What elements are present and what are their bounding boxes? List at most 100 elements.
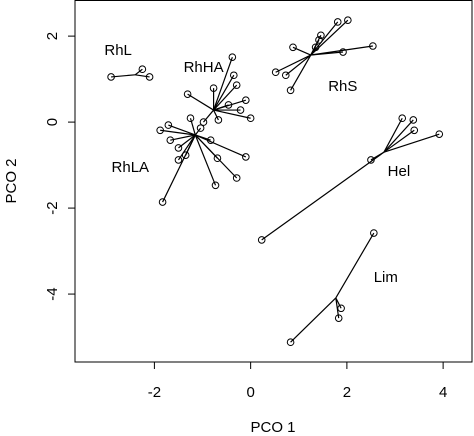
spoke	[160, 129, 196, 136]
point	[242, 96, 250, 104]
point	[181, 151, 190, 160]
spoke	[177, 134, 196, 161]
spoke	[213, 74, 235, 111]
point	[209, 84, 218, 92]
x-tick-label: 2	[343, 384, 351, 401]
point	[236, 106, 245, 114]
point	[281, 71, 290, 80]
spoke	[194, 134, 217, 186]
spoke	[135, 74, 150, 78]
spoke	[290, 54, 312, 91]
point	[164, 121, 173, 129]
point	[232, 81, 241, 89]
point	[230, 71, 238, 80]
point	[271, 68, 280, 77]
point	[257, 236, 266, 244]
x-tick-label: -2	[148, 384, 161, 401]
spoke	[275, 54, 312, 73]
point	[232, 174, 241, 182]
point	[409, 116, 418, 124]
y-tick-label: -2	[44, 201, 61, 214]
spoke	[310, 21, 339, 56]
x-axis-label: PCO 1	[250, 419, 295, 436]
point	[174, 144, 183, 152]
point	[107, 73, 115, 81]
spoke	[213, 56, 233, 111]
spoke	[335, 232, 375, 299]
spoke	[187, 93, 214, 111]
point	[435, 130, 444, 138]
point	[156, 126, 164, 135]
point	[214, 116, 223, 124]
group-label: RhHA	[184, 59, 224, 76]
plot-frame	[74, 0, 473, 363]
x-tick-label: 4	[439, 384, 447, 401]
spoke	[261, 151, 385, 241]
point	[211, 181, 220, 190]
point	[199, 118, 208, 126]
x-tick-label: 0	[246, 384, 254, 401]
point	[196, 124, 205, 132]
group-label: Lim	[374, 269, 398, 286]
point	[369, 42, 377, 50]
spoke	[310, 46, 317, 56]
spoke	[111, 74, 136, 78]
y-tick-label: 2	[44, 32, 61, 40]
point	[315, 36, 323, 44]
group-label: RhS	[328, 78, 357, 95]
point	[398, 114, 407, 123]
point	[242, 153, 250, 161]
spoke	[170, 134, 196, 141]
point	[228, 53, 237, 61]
spoke	[383, 117, 403, 153]
point	[286, 86, 295, 95]
group-label: RhL	[104, 42, 132, 59]
spoke	[290, 297, 337, 343]
spoke	[213, 109, 219, 121]
point	[410, 126, 419, 135]
spoke	[134, 68, 143, 76]
point	[344, 16, 352, 25]
point	[213, 154, 222, 163]
point	[311, 43, 320, 52]
spoke	[203, 109, 215, 123]
point	[158, 198, 167, 206]
point	[206, 136, 215, 144]
point	[339, 48, 347, 56]
point	[138, 65, 147, 74]
point	[224, 101, 233, 109]
spoke	[285, 54, 312, 76]
spoke	[213, 84, 238, 111]
spoke	[310, 45, 373, 56]
spoke	[213, 109, 251, 119]
spoke	[383, 119, 414, 153]
point	[334, 314, 343, 322]
spoke	[310, 19, 349, 56]
group-label: Hel	[388, 163, 411, 180]
group-label: RhLA	[112, 159, 150, 176]
point	[246, 114, 255, 123]
point	[370, 229, 378, 237]
spoke	[195, 134, 247, 158]
y-tick-label: 0	[44, 118, 61, 126]
point	[166, 136, 175, 144]
point	[333, 18, 342, 26]
y-axis-label: PCO 2	[3, 158, 20, 203]
point	[289, 43, 297, 52]
spoke	[213, 104, 229, 111]
point	[186, 114, 195, 123]
spoke	[335, 297, 342, 309]
spoke	[194, 134, 218, 159]
spoke	[168, 124, 196, 136]
spoke	[383, 129, 415, 153]
y-tick-label: -4	[44, 287, 61, 300]
point	[174, 156, 183, 164]
point	[183, 90, 192, 98]
spoke	[162, 134, 196, 203]
point	[337, 304, 345, 313]
spoke	[383, 133, 440, 153]
point	[317, 31, 325, 40]
point	[286, 338, 295, 347]
